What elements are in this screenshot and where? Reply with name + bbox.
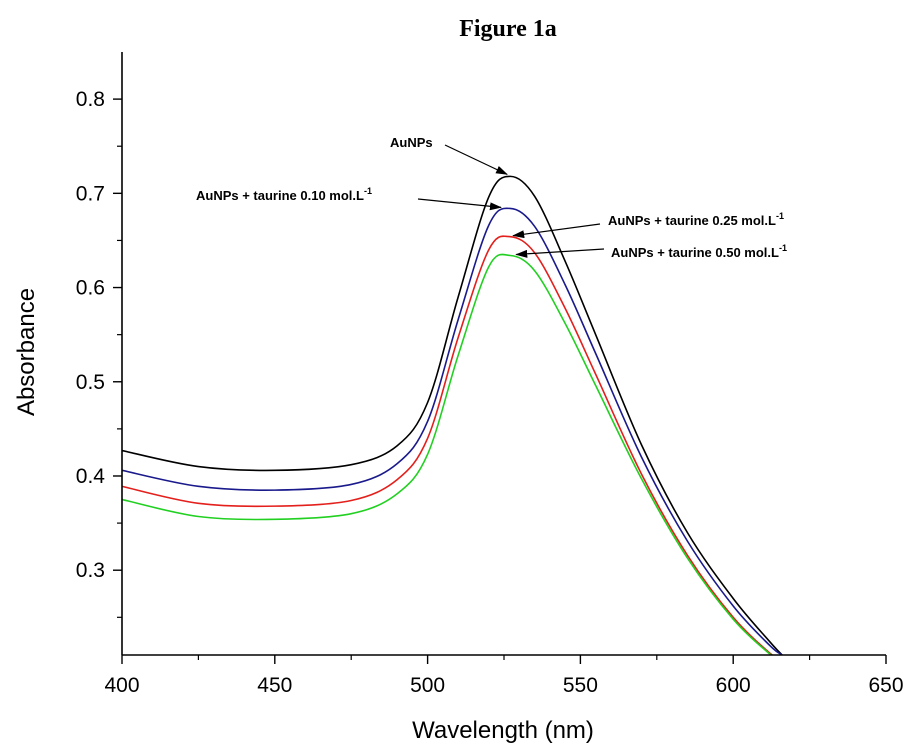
x-axis-label: Wavelength (nm) [412,717,594,744]
x-tick-label: 650 [868,674,903,697]
y-tick-label: 0.3 [76,559,105,582]
x-tick-label: 600 [716,674,751,697]
annotation-arrow-2 [417,198,502,211]
plot-series-group [122,175,783,655]
annotation-label-1: AuNPs [390,135,433,150]
annotation-label-3: AuNPs + taurine 0.25 mol.L-1 [608,211,784,228]
series-line-4 [122,253,773,655]
y-tick-label: 0.4 [76,465,106,488]
y-tick-label: 0.7 [76,182,105,205]
chart-title: Figure 1a [459,16,557,42]
annotation-label-2: AuNPs + taurine 0.10 mol.L-1 [196,186,372,203]
y-tick-label: 0.5 [76,371,105,394]
y-axis-label: Absorbance [13,288,40,416]
x-tick-label: 450 [257,674,292,697]
series-line-3 [122,235,774,655]
annotation-label-4: AuNPs + taurine 0.50 mol.L-1 [611,243,787,260]
x-tick-label: 550 [563,674,598,697]
series-line-2 [122,207,783,655]
annotation-arrow-3 [512,223,601,239]
y-tick-label: 0.8 [76,88,105,111]
annotations-group: AuNPs AuNPs + taurine 0.10 mol.L-1 AuNPs +… [196,135,787,260]
series-line-1 [122,175,783,655]
x-tick-label: 400 [104,674,139,697]
x-tick-label: 500 [410,674,445,697]
annotation-arrow-1 [444,144,508,175]
axes-group: 400 450 500 550 600 650 0.3 0.4 0.5 0.6 0.7 0.8 [76,52,904,697]
annotation-arrow-4 [515,248,605,258]
y-tick-label: 0.6 [76,277,105,300]
